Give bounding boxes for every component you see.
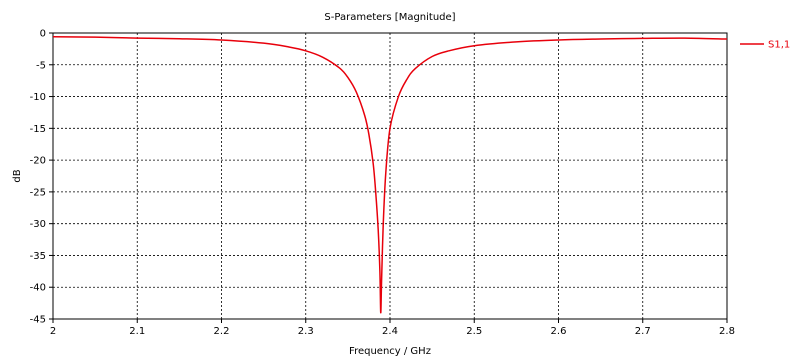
- x-tick-label: 2.4: [382, 326, 398, 337]
- y-tick-label: -30: [30, 219, 46, 230]
- y-tick-label: -5: [36, 60, 46, 71]
- plot-frame: [52, 32, 728, 320]
- series-layer: [52, 36, 728, 314]
- y-axis-title: dB: [12, 169, 23, 182]
- y-tick-label: -40: [30, 283, 46, 294]
- y-tick-label: -20: [30, 156, 46, 167]
- x-tick-label: 2.5: [466, 326, 482, 337]
- x-axis-title: Frequency / GHz: [349, 346, 431, 357]
- x-tick-label: 2.6: [551, 326, 567, 337]
- grid-lines: [53, 33, 727, 319]
- axis-ticks: 2 2.1 2.2 2.3 2.4 2.5 2.6 2.7 2.8 0 -5 -10 -15 -20 -25…: [30, 29, 735, 338]
- y-tick-label: -10: [30, 92, 46, 103]
- legend: S1,1: [740, 40, 790, 51]
- chart-title: S-Parameters [Magnitude]: [324, 12, 455, 23]
- legend-label: S1,1: [768, 40, 790, 51]
- y-tick-label: -35: [30, 251, 46, 262]
- x-tick-label: 2.3: [298, 326, 314, 337]
- x-tick-label: 2.1: [129, 326, 145, 337]
- y-tick-label: -25: [30, 187, 46, 198]
- x-tick-label: 2.2: [214, 326, 230, 337]
- y-tick-label: 0: [40, 29, 46, 40]
- x-tick-label: 2.8: [719, 326, 735, 337]
- y-tick-label: -15: [30, 124, 46, 135]
- series-line-s11: [52, 36, 728, 314]
- x-tick-label: 2: [50, 326, 56, 337]
- x-tick-label: 2.7: [635, 326, 651, 337]
- y-tick-label: -45: [30, 315, 46, 326]
